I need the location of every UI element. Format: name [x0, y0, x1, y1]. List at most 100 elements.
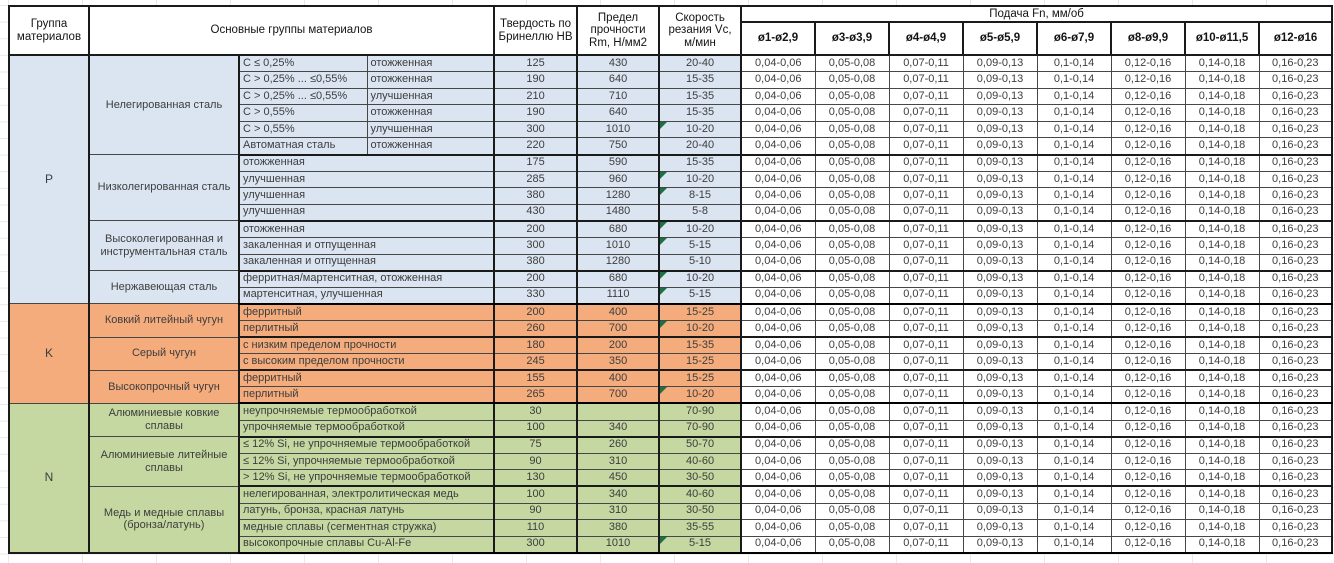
- cell-feed-value[interactable]: 0,09-0,13: [962, 452, 1038, 471]
- cell-feed-value[interactable]: 0,05-0,08: [814, 436, 890, 454]
- cell-cutting-speed-vc[interactable]: 5-15: [658, 237, 742, 255]
- cell-cutting-speed-vc[interactable]: 40-60: [658, 485, 742, 504]
- cell-feed-value[interactable]: 0,16-0,23: [1258, 54, 1333, 73]
- cell-hardness-hb[interactable]: 300: [493, 535, 578, 554]
- cell-feed-value[interactable]: 0,09-0,13: [962, 286, 1038, 305]
- cell-feed-value[interactable]: 0,16-0,23: [1258, 137, 1333, 156]
- cell-carbon-content[interactable]: C > 0,55%: [238, 120, 368, 139]
- cell-feed-value[interactable]: 0,05-0,08: [814, 452, 890, 471]
- cell-material-desc[interactable]: ≤ 12% Si, не упрочняемые термообработкой: [237, 436, 495, 454]
- cell-feed-value[interactable]: 0,1-0,14: [1036, 502, 1112, 521]
- cell-feed-value[interactable]: 0,05-0,08: [814, 220, 890, 239]
- cell-feed-value[interactable]: 0,05-0,08: [814, 535, 890, 554]
- cell-tensile-rm[interactable]: 1480: [576, 203, 660, 222]
- header-feed-diameter[interactable]: ø10-ø11,5: [1184, 21, 1261, 56]
- cell-feed-value[interactable]: 0,04-0,06: [740, 353, 816, 372]
- cell-material-desc[interactable]: ≤ 12% Si, упрочняемые термообработкой: [237, 452, 495, 471]
- cell-feed-value[interactable]: 0,09-0,13: [962, 469, 1038, 488]
- cell-cutting-speed-vc[interactable]: 5-15: [658, 535, 742, 554]
- cell-feed-value[interactable]: 0,12-0,16: [1110, 535, 1186, 554]
- cell-feed-value[interactable]: 0,07-0,11: [888, 485, 964, 504]
- cell-cutting-speed-vc[interactable]: 10-20: [658, 386, 742, 405]
- cell-feed-value[interactable]: 0,1-0,14: [1036, 154, 1112, 172]
- cell-hardness-hb[interactable]: 180: [493, 336, 578, 355]
- header-feed-diameter[interactable]: ø8-ø9,9: [1110, 21, 1187, 56]
- cell-hardness-hb[interactable]: 100: [493, 485, 578, 504]
- cell-material-desc[interactable]: перлитный: [237, 320, 495, 339]
- cell-tensile-rm[interactable]: 340: [576, 419, 660, 438]
- cell-feed-value[interactable]: 0,05-0,08: [814, 71, 890, 89]
- cell-feed-value[interactable]: 0,12-0,16: [1110, 253, 1186, 272]
- cell-feed-value[interactable]: 0,07-0,11: [888, 104, 964, 122]
- cell-tensile-rm[interactable]: 450: [576, 469, 660, 488]
- cell-feed-value[interactable]: 0,1-0,14: [1036, 220, 1112, 239]
- header-feed-diameter[interactable]: ø6-ø7,9: [1036, 21, 1113, 56]
- cell-feed-value[interactable]: 0,07-0,11: [888, 469, 964, 488]
- cell-subgroup-name[interactable]: Алюминиевые литейные сплавы: [88, 436, 240, 487]
- cell-feed-value[interactable]: 0,04-0,06: [740, 502, 816, 521]
- header-main-groups[interactable]: Основные группы материалов: [87, 5, 496, 56]
- cell-feed-value[interactable]: 0,1-0,14: [1036, 402, 1112, 421]
- cell-feed-value[interactable]: 0,04-0,06: [740, 519, 816, 537]
- cell-feed-value[interactable]: 0,1-0,14: [1036, 303, 1112, 321]
- cell-feed-value[interactable]: 0,05-0,08: [814, 253, 890, 272]
- header-cutting-speed-vc[interactable]: Скорость резания Vc, м/мин: [658, 5, 743, 56]
- cell-feed-value[interactable]: 0,14-0,18: [1184, 137, 1260, 156]
- cell-cutting-speed-vc[interactable]: 10-20: [658, 220, 742, 239]
- cell-heat-state[interactable]: отожженная: [366, 104, 495, 122]
- cell-feed-value[interactable]: 0,07-0,11: [888, 54, 964, 73]
- cell-material-desc[interactable]: закаленная и отпущенная: [237, 253, 495, 272]
- cell-feed-value[interactable]: 0,16-0,23: [1258, 220, 1333, 239]
- cell-hardness-hb[interactable]: 430: [493, 203, 578, 222]
- cell-heat-state[interactable]: улучшенная: [366, 120, 495, 139]
- cell-feed-value[interactable]: 0,16-0,23: [1258, 170, 1333, 189]
- cell-feed-value[interactable]: 0,07-0,11: [888, 137, 964, 156]
- cell-subgroup-name[interactable]: Высокопрочный чугун: [88, 369, 240, 404]
- cell-cutting-speed-vc[interactable]: 50-70: [658, 436, 742, 454]
- cell-feed-value[interactable]: 0,14-0,18: [1184, 469, 1260, 488]
- cell-hardness-hb[interactable]: 260: [493, 320, 578, 339]
- cell-feed-value[interactable]: 0,14-0,18: [1184, 369, 1260, 388]
- cell-cutting-speed-vc[interactable]: 10-20: [658, 270, 742, 288]
- cell-feed-value[interactable]: 0,05-0,08: [814, 320, 890, 339]
- cell-feed-value[interactable]: 0,04-0,06: [740, 320, 816, 339]
- cell-group-code[interactable]: K: [8, 303, 90, 404]
- cell-feed-value[interactable]: 0,05-0,08: [814, 187, 890, 205]
- cell-feed-value[interactable]: 0,16-0,23: [1258, 419, 1333, 438]
- cell-tensile-rm[interactable]: 710: [576, 87, 660, 106]
- cell-cutting-speed-vc[interactable]: 15-35: [658, 154, 742, 172]
- cell-cutting-speed-vc[interactable]: 5-15: [658, 286, 742, 305]
- cell-material-desc[interactable]: улучшенная: [237, 187, 495, 205]
- cell-feed-value[interactable]: 0,1-0,14: [1036, 519, 1112, 537]
- cell-feed-value[interactable]: 0,12-0,16: [1110, 87, 1186, 106]
- cell-cutting-speed-vc[interactable]: 10-20: [658, 170, 742, 189]
- cell-tensile-rm[interactable]: 590: [576, 154, 660, 172]
- cell-feed-value[interactable]: 0,12-0,16: [1110, 170, 1186, 189]
- cell-feed-value[interactable]: 0,12-0,16: [1110, 220, 1186, 239]
- cell-cutting-speed-vc[interactable]: 5-8: [658, 203, 742, 222]
- cell-material-desc[interactable]: ферритный: [237, 303, 495, 321]
- cell-tensile-rm[interactable]: 200: [576, 336, 660, 355]
- cell-feed-value[interactable]: 0,12-0,16: [1110, 154, 1186, 172]
- cell-feed-value[interactable]: 0,12-0,16: [1110, 519, 1186, 537]
- cell-feed-value[interactable]: 0,09-0,13: [962, 220, 1038, 239]
- cell-feed-value[interactable]: 0,05-0,08: [814, 154, 890, 172]
- cell-material-desc[interactable]: закаленная и отпущенная: [237, 237, 495, 255]
- cell-feed-value[interactable]: 0,05-0,08: [814, 303, 890, 321]
- cell-feed-value[interactable]: 0,09-0,13: [962, 170, 1038, 189]
- cell-cutting-speed-vc[interactable]: 15-35: [658, 71, 742, 89]
- header-hardness-hb[interactable]: Твердость по Бринеллю HB: [493, 5, 579, 56]
- cell-hardness-hb[interactable]: 245: [493, 353, 578, 372]
- cell-tensile-rm[interactable]: 400: [576, 369, 660, 388]
- cell-hardness-hb[interactable]: 90: [493, 452, 578, 471]
- cell-tensile-rm[interactable]: 1280: [576, 253, 660, 272]
- cell-feed-value[interactable]: 0,09-0,13: [962, 54, 1038, 73]
- cell-hardness-hb[interactable]: 330: [493, 286, 578, 305]
- cell-feed-value[interactable]: 0,07-0,11: [888, 502, 964, 521]
- header-feed-title[interactable]: Подача Fn, мм/об: [740, 5, 1334, 23]
- cell-feed-value[interactable]: 0,1-0,14: [1036, 353, 1112, 372]
- cell-feed-value[interactable]: 0,09-0,13: [962, 320, 1038, 339]
- cell-tensile-rm[interactable]: 640: [576, 71, 660, 89]
- cell-material-desc[interactable]: высокопрочные сплавы Cu-Al-Fe: [237, 535, 495, 554]
- cell-material-desc[interactable]: упрочняемые термообработкой: [237, 419, 495, 438]
